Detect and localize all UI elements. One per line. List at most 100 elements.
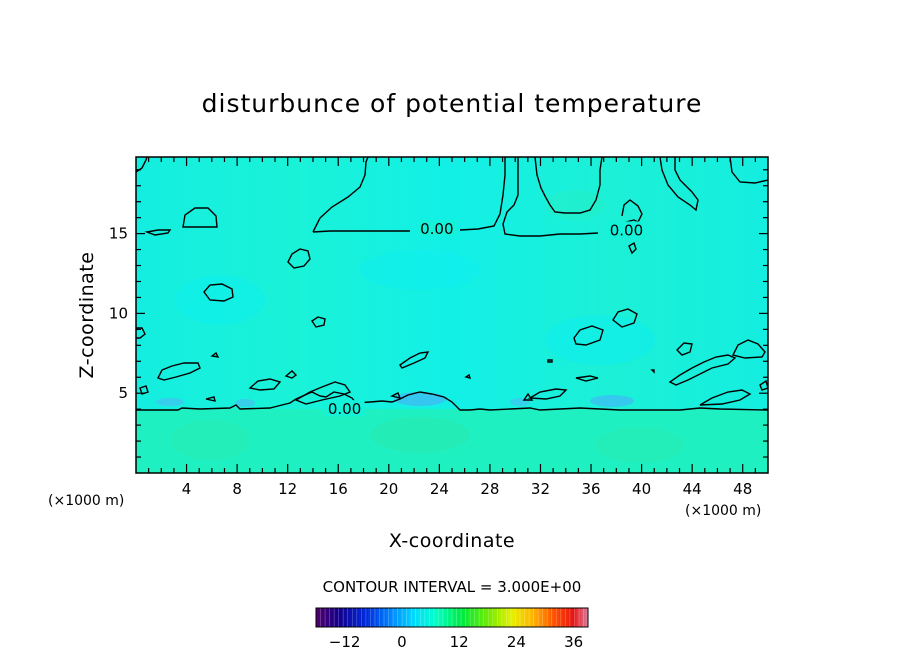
- colorbar-swatch: [526, 608, 530, 627]
- colorbar-swatch: [388, 608, 392, 627]
- contour-line: [628, 241, 637, 255]
- colorbar-swatch: [504, 608, 507, 627]
- colorbar-swatch: [350, 608, 353, 627]
- colorbar-swatch: [538, 608, 541, 627]
- contour-line: [464, 373, 472, 379]
- negative-pocket: [394, 392, 446, 406]
- colorbar-swatch: [427, 608, 430, 627]
- colorbar-swatch: [486, 608, 489, 627]
- colorbar-swatch: [583, 608, 587, 627]
- colorbar-swatch: [524, 608, 528, 627]
- contour-line: [136, 327, 146, 339]
- colorbar-swatch: [374, 608, 378, 627]
- colorbar-frame: [315, 607, 589, 628]
- colorbar-swatch: [372, 608, 376, 627]
- colorbar-swatch: [483, 608, 487, 627]
- colorbar-swatch: [515, 608, 519, 627]
- colorbar-swatch: [463, 608, 466, 627]
- colorbar-swatch: [381, 608, 385, 627]
- colorbar-swatch: [585, 608, 589, 627]
- contour-line: [547, 359, 553, 363]
- colorbar-swatch: [481, 608, 485, 627]
- colorbar-swatch: [431, 608, 435, 627]
- colorbar-swatch: [411, 608, 414, 627]
- colorbar-swatch: [361, 608, 364, 627]
- colorbar-swatch: [370, 608, 373, 627]
- colorbar-swatch: [549, 608, 553, 627]
- colorbar-swatch: [461, 608, 464, 627]
- colorbar-swatch: [560, 608, 564, 627]
- contour-line: [612, 308, 638, 328]
- colorbar-swatch: [497, 608, 500, 627]
- colorbar-swatch: [547, 608, 550, 627]
- colorbar-swatch: [447, 608, 451, 627]
- colorbar-swatch: [338, 608, 342, 627]
- colorbar-swatch: [390, 608, 394, 627]
- colorbar-swatch: [424, 608, 428, 627]
- x-axis-label: X-coordinate: [389, 530, 515, 552]
- contour-line: [311, 316, 326, 328]
- colorbar-swatch: [442, 608, 446, 627]
- colorbar-swatch: [508, 608, 512, 627]
- contour-line: [287, 248, 311, 269]
- x-tick-label: 32: [531, 480, 550, 498]
- contour-interval-text: CONTOUR INTERVAL = 3.000E+00: [323, 578, 582, 596]
- colorbar-swatch: [472, 608, 475, 627]
- colorbar-tick-label: −12: [329, 633, 361, 651]
- colorbar-swatch: [354, 608, 358, 627]
- colorbar-tick-label: 0: [397, 633, 407, 651]
- colorbar-swatch: [365, 608, 369, 627]
- contour-label-bg: [606, 221, 647, 238]
- contour-line: [699, 389, 752, 406]
- colorbar-swatch: [474, 608, 478, 627]
- colorbar-swatch: [563, 608, 566, 627]
- contour-line: [182, 207, 218, 228]
- colorbar-swatch: [465, 608, 469, 627]
- contour-line: [659, 157, 699, 212]
- colorbar-swatch: [456, 608, 460, 627]
- contour-line: [759, 379, 768, 391]
- colorbar-swatch: [513, 608, 516, 627]
- field-blob: [175, 275, 265, 325]
- colorbar-swatch: [581, 608, 584, 627]
- colorbar-swatch: [578, 608, 582, 627]
- colorbar-swatch: [529, 608, 532, 627]
- contour-line: [399, 351, 430, 369]
- x-tick-label: 8: [232, 480, 242, 498]
- field-blob: [595, 427, 685, 463]
- colorbar-swatch: [467, 608, 471, 627]
- colorbar-swatch: [368, 608, 371, 627]
- contour-line: [248, 378, 282, 391]
- colorbar: [315, 608, 589, 627]
- y-tick-label: 5: [118, 384, 128, 402]
- colorbar-swatch: [377, 608, 380, 627]
- colorbar-swatch: [556, 608, 559, 627]
- colorbar-swatch: [470, 608, 473, 627]
- contour-line: [650, 369, 655, 374]
- colorbar-swatch: [572, 608, 575, 627]
- field-blob: [545, 190, 605, 220]
- colorbar-swatch: [520, 608, 523, 627]
- field-blob: [170, 420, 250, 460]
- contour-line: [136, 391, 768, 411]
- colorbar-swatch: [490, 608, 494, 627]
- colorbar-swatch: [345, 608, 349, 627]
- colorbar-swatch: [420, 608, 423, 627]
- colorbar-swatch: [558, 608, 562, 627]
- colorbar-swatch: [318, 608, 321, 627]
- colorbar-swatch: [404, 608, 407, 627]
- y-tick-label: 15: [109, 225, 128, 243]
- colorbar-swatch: [542, 608, 546, 627]
- colorbar-swatch: [436, 608, 439, 627]
- colorbar-swatch: [531, 608, 534, 627]
- x-tick-label: 28: [480, 480, 499, 498]
- contour-line: [527, 388, 568, 400]
- contour-line: [731, 339, 766, 359]
- colorbar-swatch: [334, 608, 337, 627]
- contour-line: [139, 385, 149, 395]
- y-axis-label: Z-coordinate: [76, 252, 98, 379]
- colorbar-swatch: [359, 608, 362, 627]
- colorbar-swatch: [454, 608, 457, 627]
- colorbar-swatch: [397, 608, 401, 627]
- colorbar-swatch: [327, 608, 330, 627]
